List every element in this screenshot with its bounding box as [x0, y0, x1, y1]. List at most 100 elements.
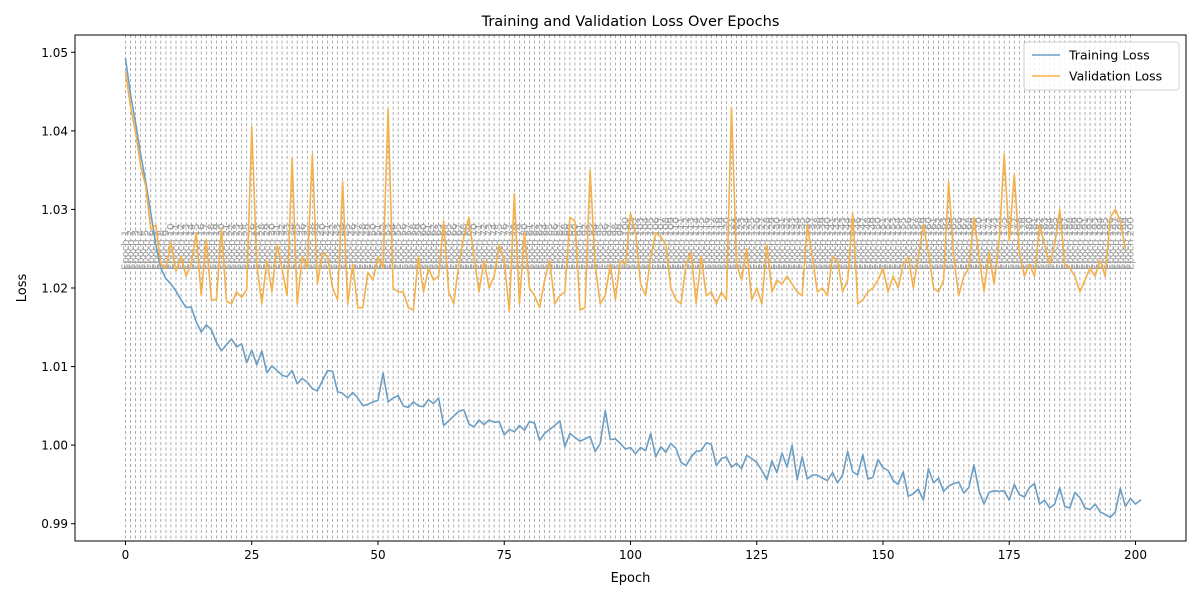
- epoch-marker-label: Epoch 182: [1035, 217, 1046, 270]
- epoch-marker-label: Epoch 166: [954, 217, 965, 270]
- epoch-marker-label: Epoch 136: [802, 217, 813, 270]
- epoch-marker-label: Epoch 191: [1080, 217, 1091, 270]
- legend-label: Validation Loss: [1069, 69, 1162, 84]
- epoch-marker-label: Epoch 196: [1105, 217, 1116, 270]
- epoch-marker-label: Epoch 67: [454, 223, 465, 270]
- epoch-marker-label: Epoch 44: [338, 223, 349, 270]
- epoch-marker-label: Epoch 49: [363, 223, 374, 270]
- legend: Training Loss Validation Loss: [1023, 41, 1180, 91]
- x-tick-label: 150: [872, 548, 895, 562]
- epoch-marker-label: Epoch 119: [716, 217, 727, 270]
- epoch-marker-label: Epoch 94: [590, 223, 601, 270]
- epoch-marker-label: Epoch 150: [873, 217, 884, 270]
- y-tick-label: 1.02: [41, 282, 68, 296]
- epoch-marker-label: Epoch 142: [833, 217, 844, 270]
- epoch-marker-label: Epoch 111: [676, 217, 687, 270]
- epoch-marker-label: Epoch 72: [479, 223, 490, 270]
- epoch-marker-label: Epoch 63: [434, 223, 445, 270]
- epoch-marker-label: Epoch 163: [939, 217, 950, 270]
- epoch-marker-label: Epoch 123: [737, 217, 748, 270]
- epoch-marker-label: Epoch 176: [1004, 217, 1015, 270]
- epoch-marker-label: Epoch 189: [1070, 217, 1081, 270]
- epoch-marker-label: Epoch 138: [812, 217, 823, 270]
- epoch-marker-label: Epoch 26: [247, 223, 258, 270]
- epoch-marker-label: Epoch 33: [282, 223, 293, 270]
- epoch-marker-label: Epoch 107: [656, 217, 667, 270]
- y-tick-label: 1.05: [41, 46, 68, 60]
- epoch-marker-label: Epoch 30: [267, 223, 278, 270]
- epoch-marker-label: Epoch 8: [156, 230, 167, 270]
- x-tick-label: 50: [370, 548, 385, 562]
- epoch-marker-label: Epoch 153: [888, 217, 899, 270]
- epoch-marker-label: Epoch 100: [620, 217, 631, 270]
- x-tick-label: 200: [1124, 548, 1147, 562]
- epoch-marker-label: Epoch 139: [817, 217, 828, 270]
- epoch-marker-label: Epoch 71: [474, 223, 485, 270]
- epoch-marker-label: Epoch 154: [893, 217, 904, 270]
- epoch-marker-label: Epoch 120: [721, 217, 732, 270]
- epoch-marker-label: Epoch 159: [918, 217, 929, 270]
- x-axis-label: Epoch: [611, 571, 651, 586]
- epoch-marker-label: Epoch 143: [838, 217, 849, 270]
- epoch-marker-label: Epoch 29: [262, 223, 273, 270]
- epoch-marker-label: Epoch 57: [403, 223, 414, 270]
- epoch-marker-label: Epoch 92: [580, 223, 591, 270]
- x-tick-label: 100: [619, 548, 642, 562]
- epoch-marker-label: Epoch 192: [1085, 217, 1096, 270]
- epoch-marker-label: Epoch 140: [822, 217, 833, 270]
- epoch-marker-label: Epoch 117: [706, 217, 717, 270]
- epoch-marker-label: Epoch 132: [782, 217, 793, 270]
- epoch-marker-label: Epoch 179: [1019, 217, 1030, 270]
- epoch-marker-label: Epoch 156: [903, 217, 914, 270]
- epoch-marker-label: Epoch 186: [1055, 217, 1066, 270]
- epoch-marker-label: Epoch 97: [605, 223, 616, 270]
- epoch-marker-label: Epoch 195: [1100, 217, 1111, 270]
- epoch-marker-label: Epoch 19: [211, 223, 222, 270]
- epoch-marker-label: Epoch 96: [600, 223, 611, 270]
- epoch-marker-label: Epoch 51: [373, 223, 384, 270]
- epoch-marker-label: Epoch 178: [1014, 217, 1025, 270]
- y-tick-label: 1.04: [41, 124, 68, 138]
- epoch-marker-label: Epoch 24: [237, 223, 248, 270]
- epoch-marker-label: Epoch 131: [777, 217, 788, 270]
- epoch-marker-label: Epoch 81: [525, 223, 536, 270]
- epoch-marker-label: Epoch 193: [1090, 217, 1101, 270]
- epoch-marker-label: Epoch 69: [464, 223, 475, 270]
- epoch-marker-label: Epoch 61: [424, 223, 435, 270]
- epoch-marker-label: Epoch 68: [459, 223, 470, 270]
- epoch-marker-label: Epoch 194: [1095, 217, 1106, 270]
- epoch-marker-label: Epoch 11: [171, 223, 182, 270]
- epoch-marker-label: Epoch 160: [923, 217, 934, 270]
- x-tick-label: 125: [745, 548, 768, 562]
- x-tick-label: 0: [122, 548, 130, 562]
- epoch-marker-label: Epoch 84: [540, 223, 551, 270]
- epoch-marker-label: Epoch 171: [979, 217, 990, 270]
- epoch-marker-label: Epoch 144: [843, 217, 854, 270]
- epoch-marker-label: Epoch 128: [762, 217, 773, 270]
- epoch-marker-label: Epoch 135: [797, 217, 808, 270]
- epoch-marker-label: Epoch 74: [489, 223, 500, 270]
- legend-box: [1023, 41, 1180, 91]
- epoch-marker-label: Epoch 169: [969, 217, 980, 270]
- epoch-marker-label: Epoch 2: [126, 230, 137, 270]
- epoch-marker-label: Epoch 55: [393, 223, 404, 270]
- epoch-marker-label: Epoch 198: [1115, 217, 1126, 270]
- x-tick-label: 175: [998, 548, 1021, 562]
- epoch-marker-label: Epoch 134: [792, 217, 803, 270]
- epoch-marker-label: Epoch 36: [297, 223, 308, 270]
- epoch-marker-label: Epoch 121: [727, 217, 738, 270]
- epoch-marker-label: Epoch 56: [398, 223, 409, 270]
- epoch-marker-label: Epoch 105: [646, 217, 657, 270]
- epoch-marker-label: Epoch 106: [651, 217, 662, 270]
- epoch-marker-label: Epoch 124: [742, 217, 753, 270]
- epoch-marker-label: Epoch 165: [949, 217, 960, 270]
- epoch-marker-label: Epoch 125: [747, 217, 758, 270]
- epoch-marker-label: Epoch 133: [787, 217, 798, 270]
- epoch-marker-label: Epoch 170: [974, 217, 985, 270]
- x-tick-label: 75: [497, 548, 512, 562]
- epoch-marker-label: Epoch 167: [959, 217, 970, 270]
- epoch-marker-label: Epoch 151: [878, 217, 889, 270]
- epoch-marker-label: Epoch 53: [383, 223, 394, 270]
- epoch-marker-label: Epoch 66: [449, 223, 460, 270]
